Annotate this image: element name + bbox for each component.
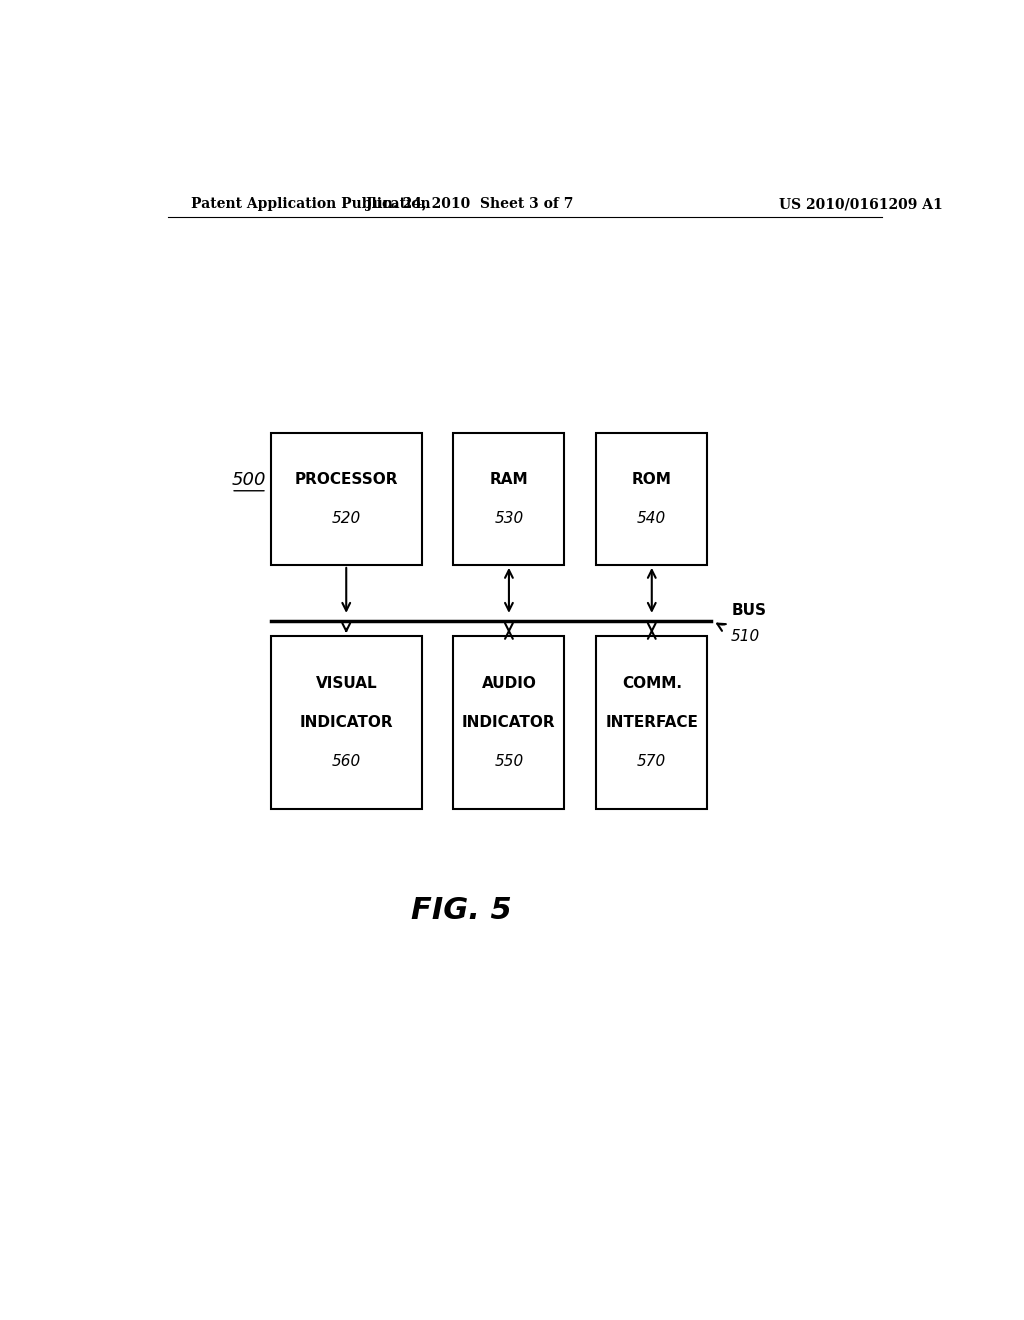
Text: COMM.: COMM.: [622, 676, 682, 692]
Text: RAM: RAM: [489, 473, 528, 487]
Text: FIG. 5: FIG. 5: [411, 896, 512, 925]
Text: 560: 560: [332, 754, 360, 768]
Text: Jun. 24, 2010  Sheet 3 of 7: Jun. 24, 2010 Sheet 3 of 7: [366, 197, 573, 211]
Text: 570: 570: [637, 754, 667, 768]
Text: AUDIO: AUDIO: [481, 676, 537, 692]
Text: INDICATOR: INDICATOR: [299, 715, 393, 730]
FancyBboxPatch shape: [454, 433, 564, 565]
Text: INTERFACE: INTERFACE: [605, 715, 698, 730]
Text: ROM: ROM: [632, 473, 672, 487]
Text: 540: 540: [637, 511, 667, 525]
Text: US 2010/0161209 A1: US 2010/0161209 A1: [778, 197, 942, 211]
Text: 550: 550: [495, 754, 523, 768]
Text: 530: 530: [495, 511, 523, 525]
FancyBboxPatch shape: [596, 636, 708, 809]
FancyBboxPatch shape: [270, 433, 422, 565]
FancyBboxPatch shape: [596, 433, 708, 565]
FancyBboxPatch shape: [454, 636, 564, 809]
Text: INDICATOR: INDICATOR: [462, 715, 556, 730]
Text: Patent Application Publication: Patent Application Publication: [191, 197, 431, 211]
FancyBboxPatch shape: [270, 636, 422, 809]
Text: 500: 500: [231, 471, 265, 488]
Text: BUS: BUS: [731, 603, 766, 618]
Text: PROCESSOR: PROCESSOR: [295, 473, 398, 487]
Text: 520: 520: [332, 511, 360, 525]
Text: VISUAL: VISUAL: [315, 676, 377, 692]
Text: 510: 510: [731, 628, 761, 644]
